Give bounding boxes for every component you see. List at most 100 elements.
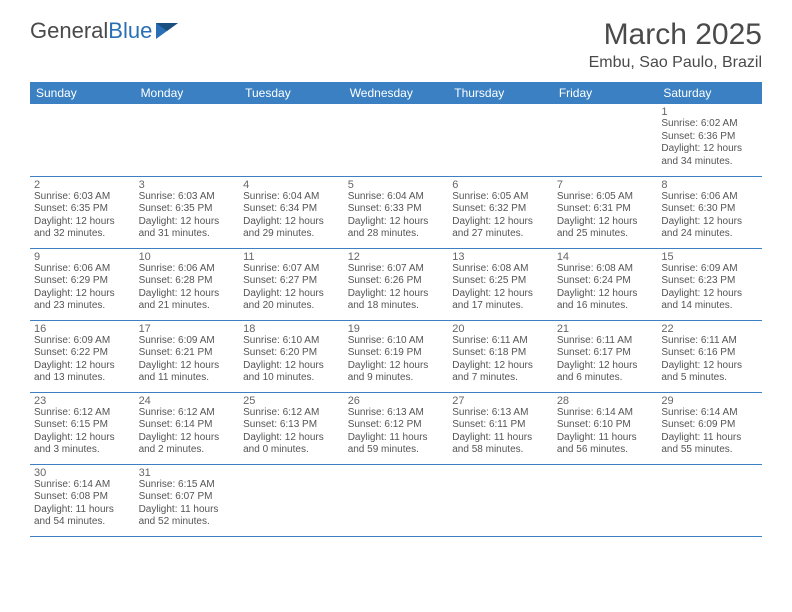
day-number: 13 (452, 251, 549, 263)
day-info-line: Daylight: 12 hours (34, 360, 131, 373)
day-info-line: Daylight: 12 hours (661, 143, 758, 156)
day-info-line: and 56 minutes. (557, 444, 654, 457)
day-info-line: and 28 minutes. (348, 228, 445, 241)
day-info-line: Daylight: 12 hours (348, 216, 445, 229)
day-info-line: Sunrise: 6:10 AM (348, 335, 445, 348)
calendar-empty-cell (553, 464, 658, 536)
day-info-line: Sunset: 6:27 PM (243, 275, 340, 288)
day-info-line: and 21 minutes. (139, 300, 236, 313)
day-info-line: Sunset: 6:34 PM (243, 203, 340, 216)
day-info-line: and 54 minutes. (34, 516, 131, 529)
day-info-line: Sunset: 6:30 PM (661, 203, 758, 216)
day-info-line: Sunrise: 6:04 AM (243, 191, 340, 204)
day-number: 31 (139, 467, 236, 479)
calendar-week-row: 30Sunrise: 6:14 AMSunset: 6:08 PMDayligh… (30, 464, 762, 536)
day-info-line: Sunrise: 6:06 AM (661, 191, 758, 204)
calendar-empty-cell (448, 464, 553, 536)
calendar-day-cell: 8Sunrise: 6:06 AMSunset: 6:30 PMDaylight… (657, 176, 762, 248)
calendar-day-cell: 7Sunrise: 6:05 AMSunset: 6:31 PMDaylight… (553, 176, 658, 248)
calendar-day-cell: 17Sunrise: 6:09 AMSunset: 6:21 PMDayligh… (135, 320, 240, 392)
day-info-line: and 2 minutes. (139, 444, 236, 457)
day-info-line: Sunset: 6:16 PM (661, 347, 758, 360)
day-info-line: Daylight: 12 hours (243, 432, 340, 445)
day-number: 10 (139, 251, 236, 263)
day-info-line: Sunset: 6:15 PM (34, 419, 131, 432)
calendar-day-cell: 11Sunrise: 6:07 AMSunset: 6:27 PMDayligh… (239, 248, 344, 320)
day-number: 20 (452, 323, 549, 335)
day-info-line: Sunset: 6:28 PM (139, 275, 236, 288)
day-info-line: and 25 minutes. (557, 228, 654, 241)
calendar-day-cell: 19Sunrise: 6:10 AMSunset: 6:19 PMDayligh… (344, 320, 449, 392)
calendar-week-row: 16Sunrise: 6:09 AMSunset: 6:22 PMDayligh… (30, 320, 762, 392)
day-info-line: Sunset: 6:19 PM (348, 347, 445, 360)
day-info-line: Daylight: 11 hours (348, 432, 445, 445)
day-of-week-row: SundayMondayTuesdayWednesdayThursdayFrid… (30, 82, 762, 104)
day-number: 23 (34, 395, 131, 407)
day-number: 5 (348, 179, 445, 191)
day-info-line: Sunrise: 6:14 AM (661, 407, 758, 420)
calendar-table: SundayMondayTuesdayWednesdayThursdayFrid… (30, 82, 762, 537)
calendar-day-cell: 13Sunrise: 6:08 AMSunset: 6:25 PMDayligh… (448, 248, 553, 320)
calendar-day-cell: 22Sunrise: 6:11 AMSunset: 6:16 PMDayligh… (657, 320, 762, 392)
day-info-line: Sunrise: 6:09 AM (661, 263, 758, 276)
header: GeneralBlue March 2025 Embu, Sao Paulo, … (0, 0, 792, 78)
calendar-empty-cell (30, 104, 135, 176)
day-info-line: Sunset: 6:22 PM (34, 347, 131, 360)
calendar-day-cell: 31Sunrise: 6:15 AMSunset: 6:07 PMDayligh… (135, 464, 240, 536)
day-info-line: and 32 minutes. (34, 228, 131, 241)
day-info-line: Sunrise: 6:04 AM (348, 191, 445, 204)
calendar-empty-cell (344, 464, 449, 536)
calendar-day-cell: 21Sunrise: 6:11 AMSunset: 6:17 PMDayligh… (553, 320, 658, 392)
day-info-line: Sunrise: 6:12 AM (139, 407, 236, 420)
day-info-line: Sunrise: 6:09 AM (34, 335, 131, 348)
day-info-line: Sunrise: 6:08 AM (452, 263, 549, 276)
day-info-line: Sunrise: 6:06 AM (139, 263, 236, 276)
day-number: 27 (452, 395, 549, 407)
day-number: 2 (34, 179, 131, 191)
day-info-line: Sunrise: 6:05 AM (557, 191, 654, 204)
day-info-line: and 55 minutes. (661, 444, 758, 457)
day-number: 15 (661, 251, 758, 263)
day-header: Friday (553, 82, 658, 104)
day-info-line: and 17 minutes. (452, 300, 549, 313)
day-info-line: and 24 minutes. (661, 228, 758, 241)
day-number: 19 (348, 323, 445, 335)
day-info-line: Daylight: 12 hours (452, 360, 549, 373)
calendar-day-cell: 14Sunrise: 6:08 AMSunset: 6:24 PMDayligh… (553, 248, 658, 320)
day-info-line: Sunset: 6:24 PM (557, 275, 654, 288)
calendar-day-cell: 5Sunrise: 6:04 AMSunset: 6:33 PMDaylight… (344, 176, 449, 248)
day-info-line: Daylight: 12 hours (243, 288, 340, 301)
calendar-empty-cell (239, 464, 344, 536)
day-info-line: Sunrise: 6:12 AM (34, 407, 131, 420)
day-info-line: Sunset: 6:13 PM (243, 419, 340, 432)
day-info-line: Sunrise: 6:13 AM (348, 407, 445, 420)
calendar-day-cell: 26Sunrise: 6:13 AMSunset: 6:12 PMDayligh… (344, 392, 449, 464)
day-info-line: Daylight: 12 hours (452, 288, 549, 301)
day-info-line: Daylight: 12 hours (34, 432, 131, 445)
day-info-line: Daylight: 12 hours (139, 288, 236, 301)
calendar-day-cell: 2Sunrise: 6:03 AMSunset: 6:35 PMDaylight… (30, 176, 135, 248)
day-info-line: Sunset: 6:33 PM (348, 203, 445, 216)
day-info-line: Sunrise: 6:14 AM (557, 407, 654, 420)
day-info-line: Sunrise: 6:06 AM (34, 263, 131, 276)
day-number: 28 (557, 395, 654, 407)
day-info-line: and 34 minutes. (661, 156, 758, 169)
calendar-empty-cell (344, 104, 449, 176)
day-number: 11 (243, 251, 340, 263)
logo-blue: Blue (108, 18, 152, 43)
day-info-line: Daylight: 12 hours (557, 360, 654, 373)
calendar-week-row: 2Sunrise: 6:03 AMSunset: 6:35 PMDaylight… (30, 176, 762, 248)
day-number: 4 (243, 179, 340, 191)
day-number: 8 (661, 179, 758, 191)
calendar-empty-cell (135, 104, 240, 176)
day-info-line: Sunset: 6:25 PM (452, 275, 549, 288)
day-info-line: Sunset: 6:26 PM (348, 275, 445, 288)
day-info-line: Sunset: 6:35 PM (139, 203, 236, 216)
day-info-line: Sunrise: 6:12 AM (243, 407, 340, 420)
day-header: Wednesday (344, 82, 449, 104)
day-info-line: Sunset: 6:21 PM (139, 347, 236, 360)
day-header: Thursday (448, 82, 553, 104)
day-header: Saturday (657, 82, 762, 104)
day-number: 24 (139, 395, 236, 407)
calendar-day-cell: 28Sunrise: 6:14 AMSunset: 6:10 PMDayligh… (553, 392, 658, 464)
